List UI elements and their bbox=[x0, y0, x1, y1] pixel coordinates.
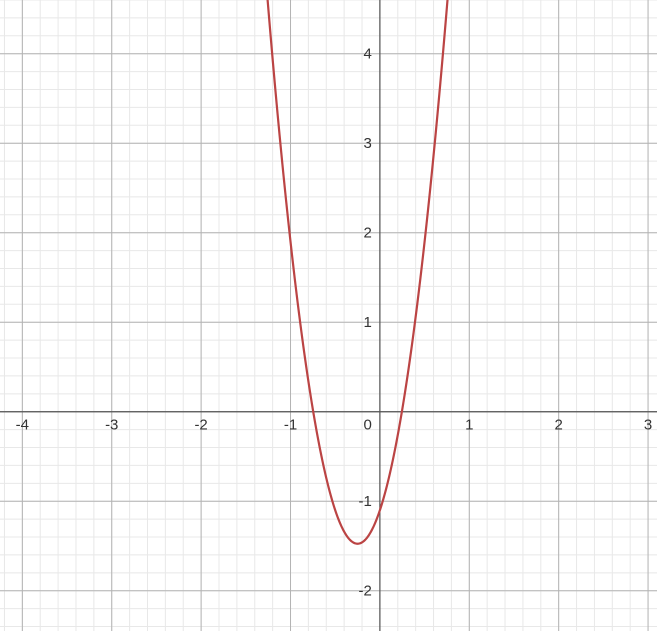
x-tick-label: -3 bbox=[105, 417, 118, 434]
y-tick-label: 4 bbox=[364, 46, 372, 63]
x-tick-label: -2 bbox=[194, 417, 207, 434]
x-tick-label: 1 bbox=[465, 417, 473, 434]
x-tick-label: 0 bbox=[364, 417, 372, 434]
graph-plot: -4 -3 -2 -1 0 1 2 3 -2 -1 1 2 3 4 bbox=[0, 0, 657, 631]
graph-svg: -4 -3 -2 -1 0 1 2 3 -2 -1 1 2 3 4 bbox=[0, 0, 657, 631]
major-gridlines bbox=[0, 0, 657, 631]
y-tick-label: 1 bbox=[364, 314, 372, 331]
y-tick-label: -1 bbox=[359, 493, 372, 510]
x-tick-label: -4 bbox=[16, 417, 29, 434]
y-tick-label: 2 bbox=[364, 225, 372, 242]
x-tick-label: 3 bbox=[644, 417, 652, 434]
x-tick-label: -1 bbox=[284, 417, 297, 434]
function-curve bbox=[253, 0, 462, 544]
y-tick-label: -2 bbox=[359, 583, 372, 600]
x-tick-label: 2 bbox=[555, 417, 563, 434]
y-tick-label: 3 bbox=[364, 135, 372, 152]
